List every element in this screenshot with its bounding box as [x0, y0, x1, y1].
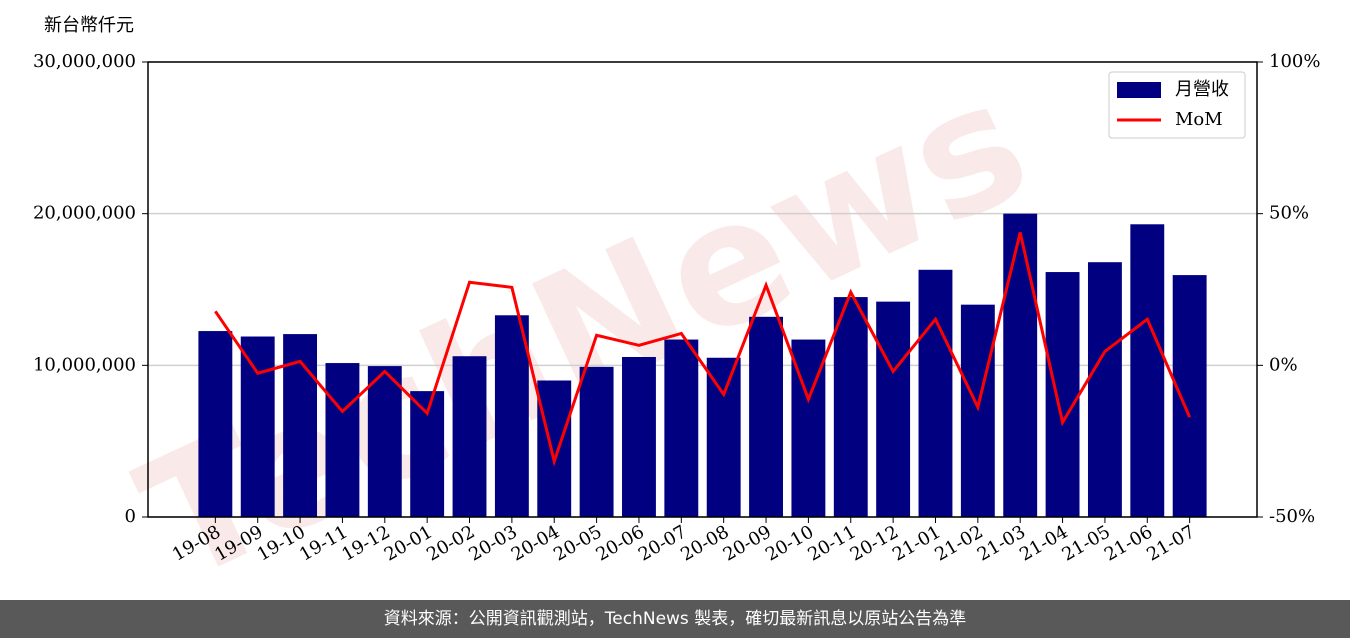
bar — [537, 380, 572, 517]
bar — [664, 339, 699, 517]
bar — [1087, 262, 1122, 517]
bar — [579, 366, 614, 517]
bar — [1045, 272, 1080, 517]
bar — [240, 336, 275, 517]
bar — [1003, 213, 1038, 517]
bar — [622, 356, 656, 517]
bar — [706, 357, 741, 517]
plot-frame — [147, 61, 1258, 518]
bar — [876, 301, 911, 517]
bar — [452, 356, 487, 517]
x-tick-label: 21-07 — [1143, 521, 1198, 565]
bar — [198, 331, 233, 517]
chart: TechNews 新台幣仟元 010,000,00020,000,00030,0… — [33, 15, 1321, 600]
bar — [833, 297, 868, 517]
y2-tick-label: -50% — [1269, 506, 1315, 527]
y2-tick-label: 0% — [1269, 354, 1298, 375]
y-axis-label: 新台幣仟元 — [44, 15, 134, 36]
bar — [494, 315, 529, 517]
y2-tick-label: 50% — [1269, 203, 1309, 224]
line — [214, 232, 1192, 467]
bar — [367, 366, 402, 517]
footer: 資料來源：公開資訊觀測站，TechNews 製表，確切最新訊息以原站公告為準 — [0, 600, 1350, 638]
y-tick-label: 0 — [125, 506, 136, 527]
bar — [1172, 275, 1207, 517]
y-tick-label: 20,000,000 — [33, 203, 136, 224]
y-tick-label: 30,000,000 — [33, 51, 136, 72]
bar — [325, 363, 360, 517]
legend-swatch — [1117, 82, 1161, 98]
y-tick-label: 10,000,000 — [33, 354, 136, 375]
bar — [918, 269, 953, 517]
legend-label: 月營收 — [1175, 79, 1229, 100]
legend-label: MoM — [1175, 109, 1223, 130]
bar — [960, 304, 995, 517]
bar — [1130, 224, 1165, 518]
bar — [749, 316, 783, 517]
y2-tick-label: 100% — [1269, 51, 1320, 72]
